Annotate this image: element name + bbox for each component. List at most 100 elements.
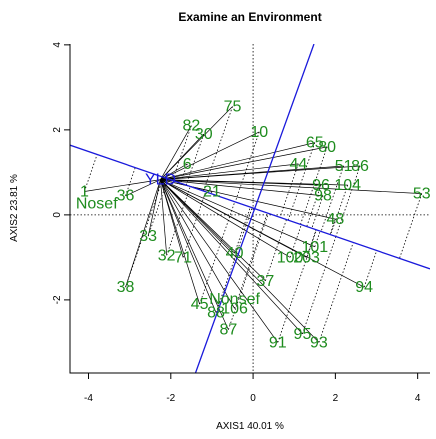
site-label: 33 — [139, 228, 157, 245]
variable-axes — [70, 44, 430, 373]
site-projection — [234, 207, 251, 254]
site-projection — [203, 106, 233, 192]
site-projection — [329, 218, 336, 235]
site-ray — [160, 142, 315, 180]
site-label: 45 — [191, 296, 209, 313]
x-tick-label: 2 — [333, 393, 339, 404]
site-label: 1 — [80, 183, 89, 200]
site-label: 88 — [207, 305, 225, 322]
variable-label-yld: YLD — [145, 172, 176, 189]
y-tick-label: 4 — [52, 42, 63, 48]
site-label: 93 — [310, 334, 328, 351]
site-projection — [279, 163, 299, 218]
site-ray — [160, 179, 320, 343]
site-projection — [399, 193, 423, 259]
site-label: 51 — [335, 158, 353, 175]
site-ray — [160, 146, 328, 180]
site-projection — [277, 229, 317, 343]
site-label: 87 — [220, 322, 238, 339]
site-ray — [160, 179, 229, 330]
site-projection — [125, 167, 136, 196]
site-label: 30 — [195, 126, 213, 143]
site-rays — [84, 106, 423, 343]
site-label: 104 — [334, 177, 361, 194]
y-tick-label: 0 — [52, 212, 63, 218]
site-label: 53 — [413, 186, 431, 203]
site-ray — [160, 179, 168, 256]
site-label: 106 — [221, 300, 248, 317]
site-ray — [160, 179, 307, 258]
site-ray — [160, 133, 204, 180]
site-projection — [306, 229, 317, 258]
site-ray — [160, 179, 279, 343]
site-label: 98 — [314, 188, 332, 205]
site-label: 101 — [301, 239, 328, 256]
variable-axis-nonsef — [194, 44, 315, 373]
chart-title: Examine an Environment — [178, 10, 321, 24]
site-ray — [160, 179, 324, 197]
site-label: 203 — [293, 249, 320, 266]
site-projection — [228, 213, 269, 330]
y-axis-label: AXIS2 23.81 % — [9, 174, 20, 242]
site-ray — [160, 179, 266, 282]
site-label: 38 — [117, 279, 135, 296]
site-label: 21 — [203, 183, 221, 200]
site-projection — [182, 191, 207, 258]
site-ray — [160, 165, 361, 180]
site-ray — [160, 163, 299, 180]
site-label: 6 — [183, 156, 192, 173]
y-tick-label: -2 — [52, 295, 63, 304]
site-ray — [125, 179, 161, 197]
y-tick-label: 2 — [52, 127, 63, 133]
site-projection — [306, 184, 322, 227]
x-tick-label: -2 — [166, 393, 175, 404]
variable-labels: YLD Nosef Nonsef — [76, 172, 261, 308]
site-projection — [363, 250, 378, 288]
site-label: 96 — [312, 177, 330, 194]
site-ray — [160, 179, 235, 309]
site-label: 10 — [250, 124, 268, 141]
site-ray — [160, 131, 260, 180]
site-label: 71 — [174, 249, 192, 266]
site-label: 75 — [224, 98, 242, 115]
site-label: 40 — [226, 245, 244, 262]
variable-axis-yld — [70, 144, 430, 270]
site-projection — [166, 186, 191, 256]
site-projection — [289, 224, 302, 258]
site-ray — [160, 163, 188, 180]
site-label: 44 — [289, 156, 307, 173]
site-projection — [234, 131, 260, 203]
reference-lines — [70, 44, 430, 373]
site-label: 86 — [351, 158, 369, 175]
site-label: 82 — [182, 118, 200, 135]
site-projection — [210, 191, 213, 194]
x-tick-label: 0 — [250, 393, 256, 404]
site-ray — [147, 179, 161, 237]
site-label: 95 — [294, 326, 312, 343]
site-label: 36 — [117, 188, 135, 205]
site-ray — [160, 179, 200, 305]
plot-frame-left-bottom — [69, 44, 430, 374]
site-projection — [320, 165, 344, 232]
site-label: 48 — [326, 211, 344, 228]
x-tick-label: 4 — [415, 393, 421, 404]
site-projection — [265, 219, 287, 281]
x-axis-label: AXIS1 40.01 % — [216, 421, 284, 432]
site-projection — [234, 212, 268, 309]
site-ray — [160, 179, 184, 258]
site-label: 100 — [277, 249, 304, 266]
x-tick-label: -4 — [84, 393, 93, 404]
site-label: 80 — [318, 139, 336, 156]
site-ray — [160, 179, 315, 248]
site-projection — [311, 195, 324, 229]
site-label: 91 — [269, 334, 287, 351]
site-label: 65 — [306, 135, 324, 152]
x-axis-ticks: -4 -2 0 2 4 — [84, 373, 421, 404]
site-ray — [84, 179, 161, 192]
variable-label-nosef: Nosef — [76, 195, 118, 212]
site-ray — [160, 179, 291, 258]
site-ray — [160, 179, 348, 186]
site-label: 32 — [158, 247, 176, 264]
